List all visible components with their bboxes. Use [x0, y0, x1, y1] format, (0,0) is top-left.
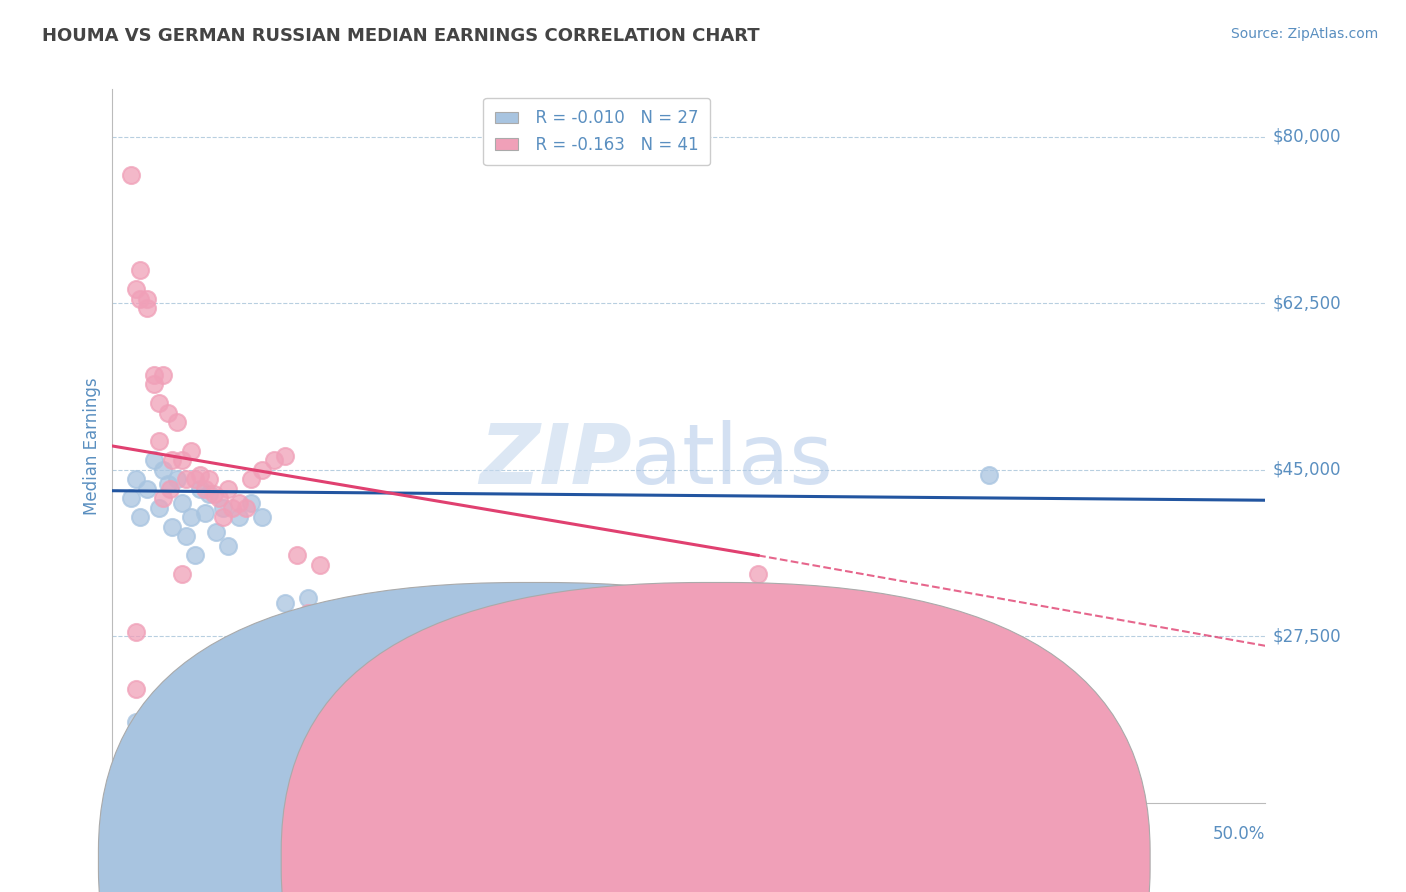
Point [188, 482, 211, 496]
Point [977, 467, 1000, 482]
Point [309, 558, 332, 572]
Point [148, 434, 170, 449]
Point [152, 463, 174, 477]
Point [228, 510, 250, 524]
Point [194, 506, 217, 520]
Y-axis label: Median Earnings: Median Earnings [83, 377, 101, 515]
Point [285, 549, 308, 563]
Point [198, 486, 221, 500]
Point [194, 482, 217, 496]
Legend:   R = -0.010   N = 27,   R = -0.163   N = 41: R = -0.010 N = 27, R = -0.163 N = 41 [484, 97, 710, 165]
Point [136, 301, 159, 315]
Text: HOUMA VS GERMAN RUSSIAN MEDIAN EARNINGS CORRELATION CHART: HOUMA VS GERMAN RUSSIAN MEDIAN EARNINGS … [42, 27, 759, 45]
Point [252, 463, 274, 477]
Point [174, 472, 197, 486]
Point [120, 491, 142, 506]
Point [148, 500, 170, 515]
Point [205, 524, 228, 539]
Point [184, 472, 207, 486]
Text: $45,000: $45,000 [1272, 461, 1341, 479]
Point [747, 567, 769, 582]
Point [207, 491, 229, 506]
Point [143, 453, 166, 467]
Text: German Russians: German Russians [738, 853, 872, 867]
Point [274, 449, 297, 463]
Point [124, 714, 146, 729]
Point [148, 396, 170, 410]
Point [170, 453, 193, 467]
Point [180, 443, 202, 458]
Text: 50.0%: 50.0% [1213, 825, 1265, 843]
Point [152, 368, 174, 382]
Point [120, 168, 142, 182]
Point [143, 368, 166, 382]
Point [124, 624, 146, 639]
Point [202, 486, 225, 500]
Point [252, 510, 274, 524]
Point [184, 549, 207, 563]
Point [159, 482, 181, 496]
Text: atlas: atlas [631, 420, 832, 500]
Point [124, 472, 146, 486]
Point [297, 606, 319, 620]
Point [235, 500, 257, 515]
Point [129, 510, 152, 524]
Point [156, 477, 179, 491]
Point [297, 591, 319, 606]
Point [162, 453, 184, 467]
Point [143, 377, 166, 392]
Point [170, 567, 193, 582]
Point [212, 510, 235, 524]
Point [162, 520, 184, 534]
Point [217, 482, 239, 496]
Point [239, 496, 262, 510]
Point [263, 453, 285, 467]
Point [170, 496, 193, 510]
Point [239, 472, 262, 486]
Point [188, 467, 211, 482]
Point [166, 415, 188, 429]
Point [228, 496, 250, 510]
Point [152, 491, 174, 506]
Point [129, 263, 152, 277]
Point [129, 292, 152, 306]
Point [221, 500, 243, 515]
Point [136, 292, 159, 306]
Point [124, 681, 146, 696]
Text: 0.0%: 0.0% [112, 825, 155, 843]
Point [174, 529, 197, 543]
Text: ZIP: ZIP [478, 420, 631, 500]
Text: $62,500: $62,500 [1272, 294, 1341, 312]
Text: Source: ZipAtlas.com: Source: ZipAtlas.com [1230, 27, 1378, 41]
Point [212, 500, 235, 515]
Point [166, 472, 188, 486]
Point [274, 596, 297, 610]
Point [136, 482, 159, 496]
Text: $80,000: $80,000 [1272, 128, 1341, 145]
Text: $27,500: $27,500 [1272, 627, 1341, 645]
Point [156, 406, 179, 420]
Point [217, 539, 239, 553]
Point [124, 282, 146, 296]
Point [198, 472, 221, 486]
Point [180, 510, 202, 524]
Text: Houma: Houma [555, 853, 610, 867]
